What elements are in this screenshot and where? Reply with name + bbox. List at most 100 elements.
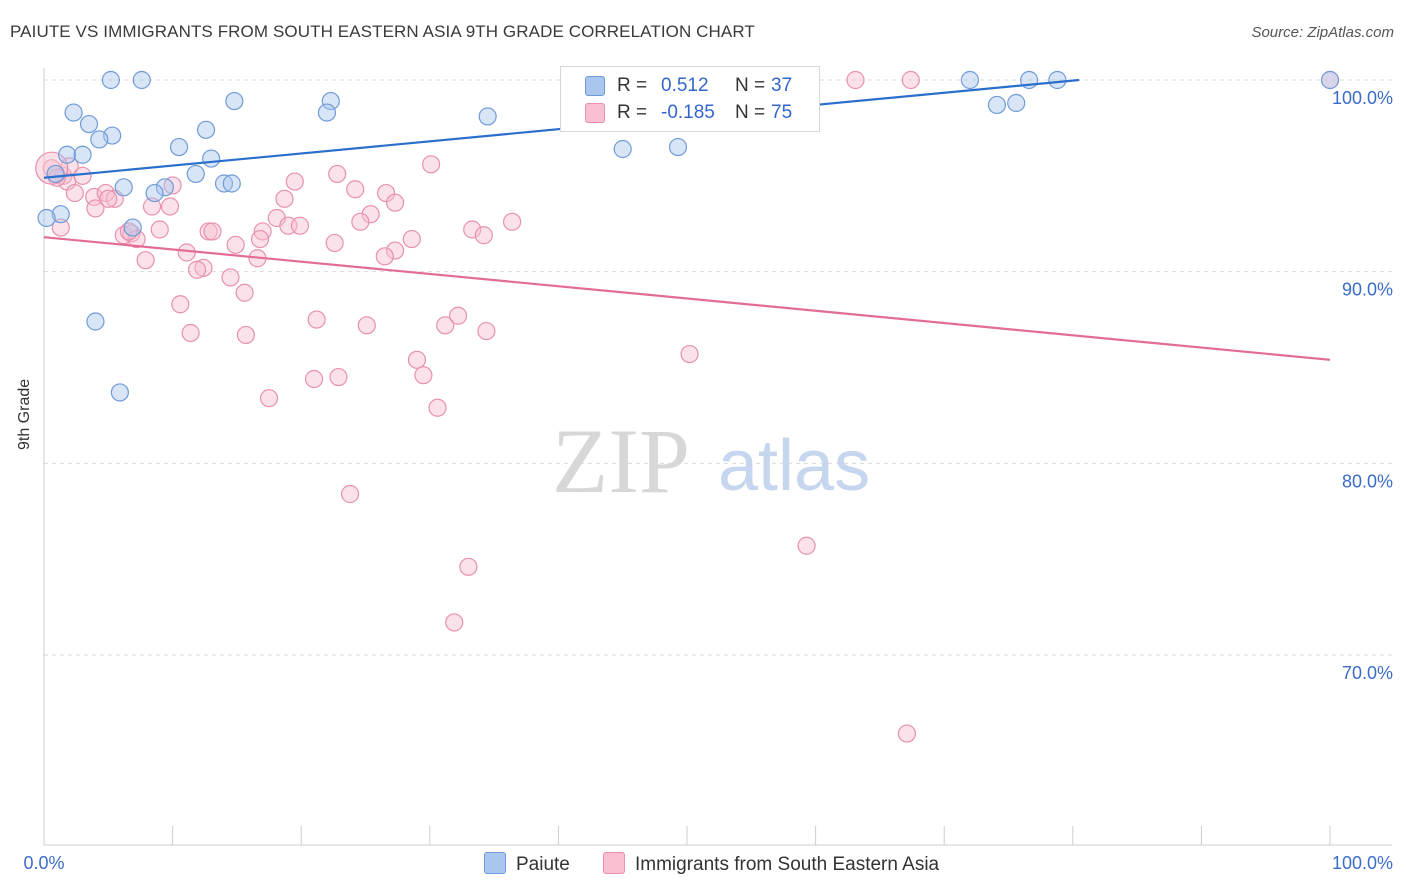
paiute-point bbox=[155, 178, 174, 197]
watermark: ZIP atlas bbox=[552, 410, 870, 512]
immigrants-point bbox=[203, 222, 222, 241]
paiute-point bbox=[51, 205, 70, 224]
immigrants-point bbox=[275, 189, 294, 208]
paiute-point bbox=[73, 145, 92, 164]
immigrants-point bbox=[325, 233, 344, 253]
tick-labels: 100.0% 90.0% 80.0% 70.0% 0.0% 100.0% bbox=[23, 88, 1393, 873]
paiute-point bbox=[37, 208, 56, 228]
immigrants-point bbox=[171, 295, 190, 314]
immigrants-point bbox=[99, 189, 118, 208]
immigrants-point bbox=[402, 229, 421, 249]
watermark-atlas: atlas bbox=[718, 426, 870, 506]
paiute-point bbox=[90, 130, 109, 149]
grid-layer bbox=[44, 79, 1392, 656]
paiute-point bbox=[317, 103, 337, 122]
paiute-point bbox=[225, 91, 244, 111]
immigrants-point bbox=[142, 197, 162, 216]
immigrants-point bbox=[448, 306, 468, 325]
immigrants-point bbox=[226, 235, 245, 254]
immigrants-point bbox=[797, 536, 816, 555]
immigrants-point bbox=[436, 316, 455, 335]
immigrants-point bbox=[187, 260, 207, 279]
watermark-zip: ZIP bbox=[552, 410, 690, 512]
paiute-legend-swatch bbox=[484, 852, 506, 874]
immigrants-legend-label: Immigrants from South Eastern Asia bbox=[635, 854, 940, 875]
immigrants-point bbox=[285, 172, 304, 191]
x-tick-label: 0.0% bbox=[23, 853, 64, 873]
paiute-point bbox=[114, 178, 133, 197]
immigrants-point bbox=[897, 724, 917, 743]
bottom-legend-paiute[interactable]: Paiute bbox=[484, 852, 570, 876]
immigrants-point bbox=[421, 155, 441, 174]
immigrants-point bbox=[236, 325, 256, 345]
paiute-point bbox=[987, 95, 1007, 115]
immigrants-point bbox=[503, 212, 522, 231]
immigrants-r-value: -0.185 bbox=[661, 102, 715, 123]
immigrants-point bbox=[250, 229, 270, 249]
immigrants-point bbox=[86, 199, 105, 218]
paiute-r-value: 0.512 bbox=[661, 75, 709, 96]
paiute-point bbox=[86, 312, 105, 331]
y-tick-label: 90.0% bbox=[1342, 280, 1393, 300]
paiute-point bbox=[1007, 93, 1026, 113]
immigrants-point bbox=[445, 613, 464, 632]
paiute-point bbox=[202, 149, 221, 168]
paiute-legend-label: Paiute bbox=[516, 854, 570, 875]
paiute-n-label: N = bbox=[735, 75, 766, 96]
source-label: Source: ZipAtlas.com bbox=[1251, 24, 1394, 41]
paiute-point bbox=[478, 107, 497, 126]
immigrants-point bbox=[459, 557, 478, 576]
paiute-point bbox=[222, 174, 241, 193]
paiute-point bbox=[214, 174, 234, 193]
immigrants-point bbox=[474, 226, 493, 245]
paiute-point bbox=[79, 114, 99, 134]
paiute-swatch bbox=[585, 76, 605, 96]
immigrants-point bbox=[136, 251, 155, 270]
immigrants-legend-swatch bbox=[603, 852, 625, 874]
immigrants-r-label: R = bbox=[617, 102, 648, 123]
y-tick-label: 100.0% bbox=[1332, 88, 1393, 108]
immigrants-point bbox=[351, 212, 370, 231]
chart-title: PAIUTE VS IMMIGRANTS FROM SOUTH EASTERN … bbox=[10, 22, 755, 41]
x-tick-label: 100.0% bbox=[1332, 853, 1393, 873]
immigrants-point bbox=[428, 398, 447, 417]
paiute-point bbox=[668, 137, 688, 157]
immigrants-point bbox=[259, 389, 279, 408]
y-tick-label: 80.0% bbox=[1342, 471, 1393, 491]
paiute-point bbox=[960, 70, 980, 90]
immigrants-point bbox=[73, 166, 92, 185]
immigrants-point bbox=[414, 366, 433, 385]
immigrants-trend-line bbox=[43, 236, 1331, 361]
immigrants-point bbox=[304, 369, 324, 389]
immigrants-point bbox=[221, 268, 240, 287]
immigrants-point bbox=[901, 70, 920, 90]
immigrants-point bbox=[328, 164, 347, 184]
paiute-point bbox=[613, 139, 632, 159]
paiute-point bbox=[169, 137, 189, 157]
immigrants-point bbox=[846, 70, 865, 90]
y-tick-label: 70.0% bbox=[1342, 663, 1393, 683]
paiute-point bbox=[186, 164, 205, 184]
immigrants-point bbox=[181, 323, 200, 343]
immigrants-point bbox=[160, 197, 180, 216]
axes-layer bbox=[43, 68, 1392, 846]
paiute-point bbox=[1320, 70, 1340, 90]
bottom-legend-immigrants[interactable]: Immigrants from South Eastern Asia bbox=[603, 852, 939, 876]
paiute-point bbox=[321, 91, 340, 111]
paiute-point bbox=[132, 70, 151, 90]
immigrants-point bbox=[65, 183, 84, 203]
immigrants-point bbox=[150, 220, 169, 239]
paiute-point bbox=[101, 70, 120, 90]
immigrants-point bbox=[385, 241, 405, 260]
immigrants-point bbox=[199, 222, 218, 241]
paiute-point bbox=[1048, 70, 1067, 90]
paiute-point bbox=[58, 145, 77, 164]
immigrants-point bbox=[385, 193, 405, 212]
immigrants-point bbox=[290, 216, 310, 235]
paiute-point bbox=[110, 383, 129, 402]
paiute-r-label: R = bbox=[617, 75, 648, 96]
immigrants-points bbox=[35, 70, 1340, 743]
immigrants-point bbox=[407, 350, 427, 369]
immigrants-point bbox=[51, 218, 70, 237]
immigrants-point bbox=[127, 229, 146, 249]
